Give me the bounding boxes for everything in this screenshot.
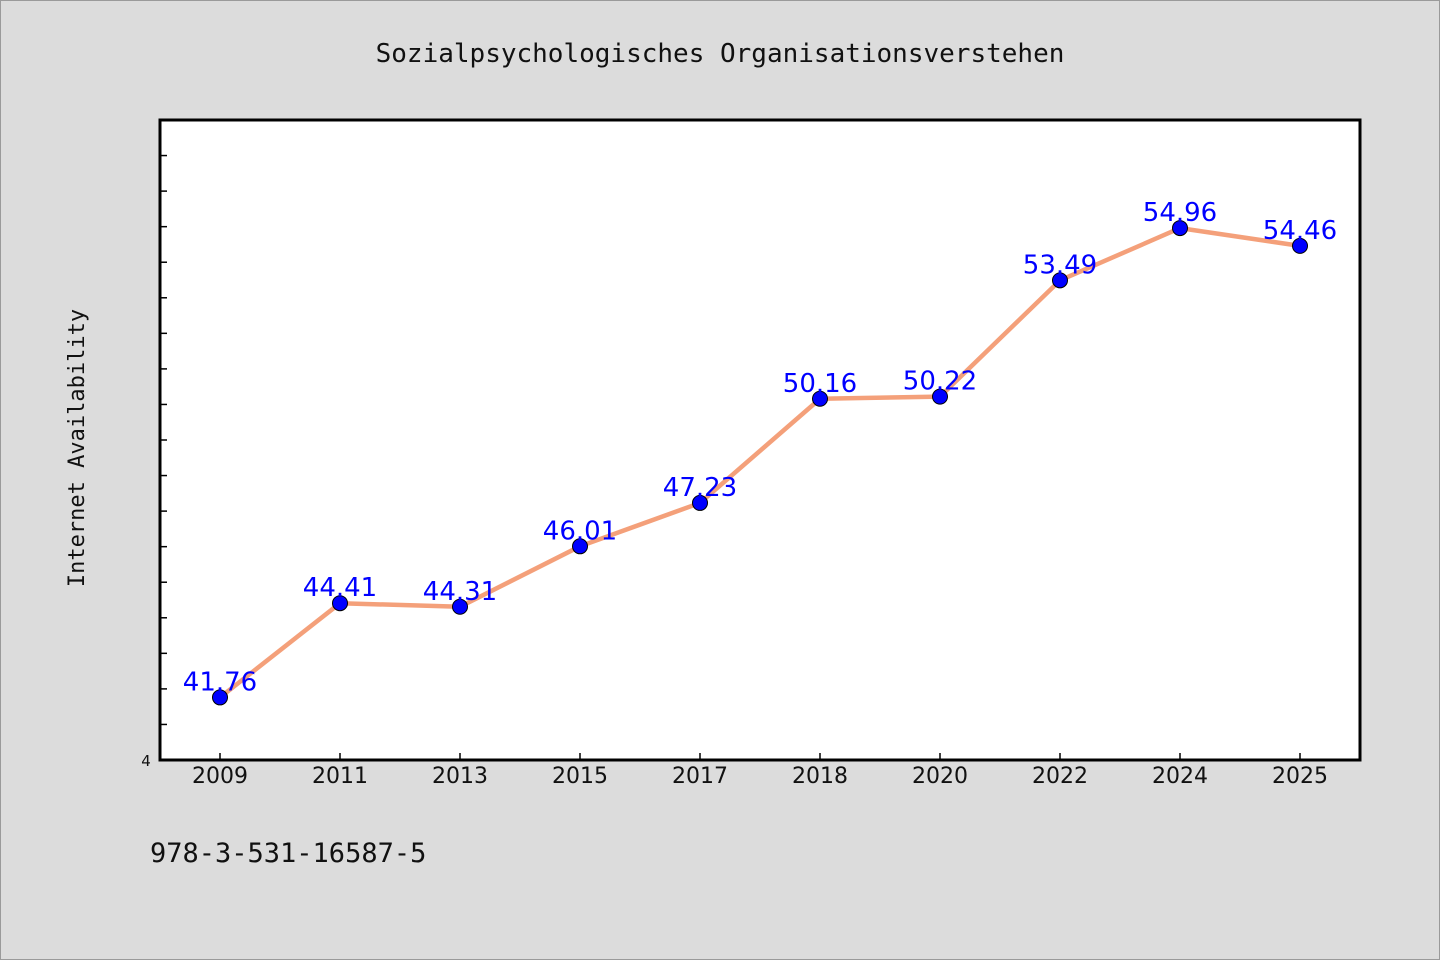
x-tick-label: 2022 [1032,764,1088,789]
x-tick-label: 2024 [1152,764,1208,789]
y-axis-label: Internet Availability [65,309,90,587]
data-label: 47.23 [663,473,737,503]
data-label: 50.16 [783,369,857,399]
data-point [932,388,948,405]
data-point [1172,220,1188,237]
chart-title: Sozialpsychologisches Organisationsverst… [376,39,1065,69]
isbn-text: 978-3-531-16587-5 [150,838,426,869]
data-point [332,595,348,612]
data-label: 54.46 [1263,216,1337,246]
x-tick-label: 2015 [552,764,608,789]
y-tick-label: 4 [141,752,151,770]
series-layer: 41.76 44.41 44.31 46.01 47.23 50.16 50.22 53.49… [183,198,1337,706]
data-point [812,390,828,407]
x-tick-label: 2009 [192,764,248,789]
y-axis-ticks [160,154,167,726]
x-tick-label: 2020 [912,764,968,789]
data-point [212,689,228,706]
data-point [1052,272,1068,289]
data-label: 46.01 [543,516,617,546]
data-point [1292,237,1308,254]
x-tick-label: 2013 [432,764,488,789]
series-line [218,225,1301,700]
data-point [452,598,468,615]
data-label: 54.96 [1143,198,1217,228]
data-label: 44.41 [303,573,377,603]
data-label: 41.76 [183,667,257,697]
x-axis-ticks: 2009 2011 2013 2015 2017 2018 2020 2022 2024 2025 [192,753,1328,789]
x-tick-label: 2011 [312,764,368,789]
x-tick-label: 2017 [672,764,728,789]
data-label: 50.22 [903,367,977,397]
plot-area [158,118,1362,762]
data-point [572,538,588,555]
data-point [692,494,708,511]
data-label: 44.31 [423,577,497,607]
x-tick-label: 2025 [1272,764,1328,789]
x-tick-label: 2018 [792,764,848,789]
data-label: 53.49 [1023,250,1097,280]
